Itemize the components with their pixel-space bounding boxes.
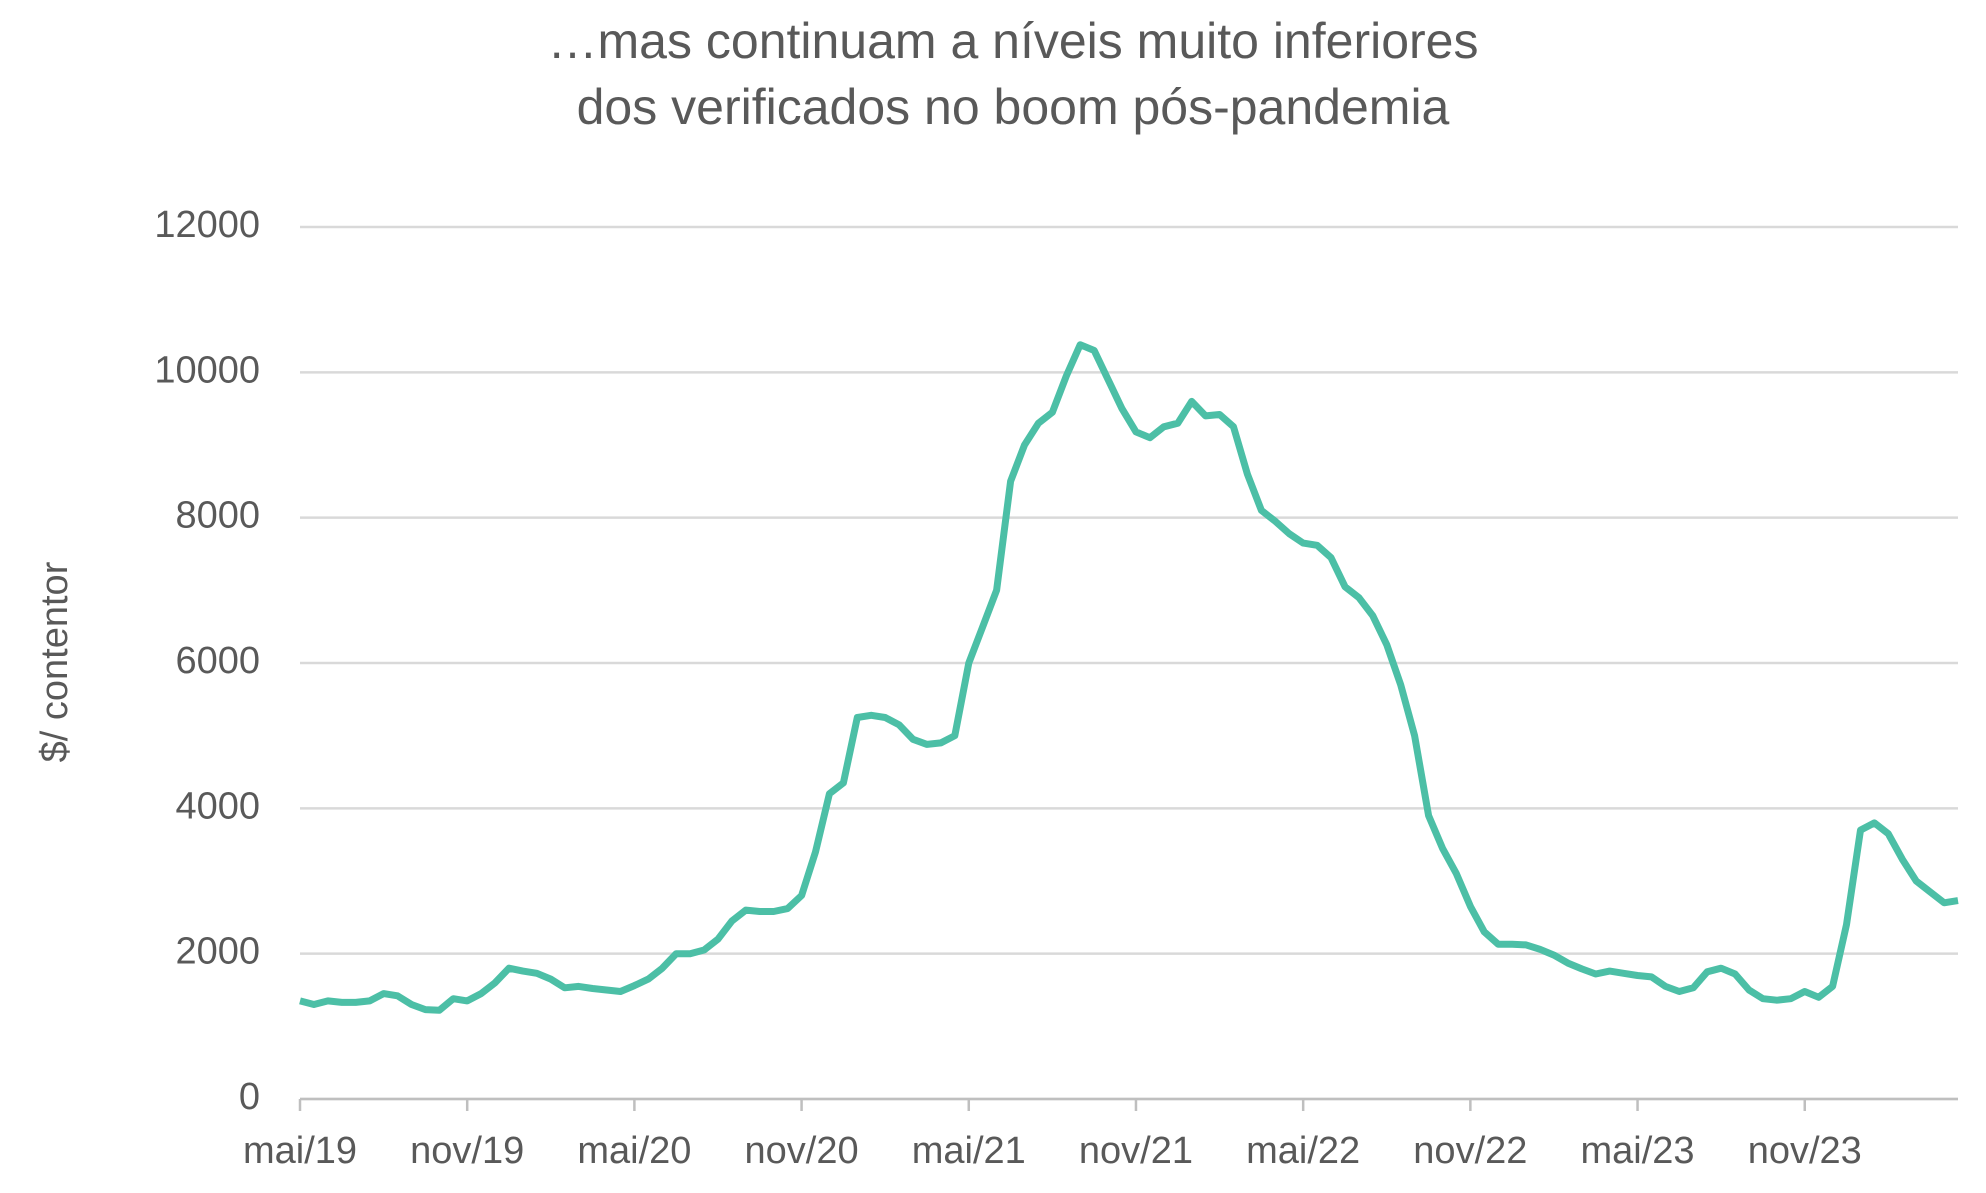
x-tick-label: nov/20 xyxy=(745,1130,859,1172)
x-tick-label: mai/19 xyxy=(243,1130,357,1172)
chart-title: …mas continuam a níveis muito inferiores xyxy=(548,13,1479,69)
y-tick-label: 0 xyxy=(239,1076,260,1118)
chart-title: dos verificados no boom pós-pandemia xyxy=(577,79,1450,135)
x-tick-label: nov/19 xyxy=(410,1130,524,1172)
y-tick-label: 8000 xyxy=(175,495,260,537)
x-tick-label: mai/23 xyxy=(1581,1130,1695,1172)
y-tick-label: 4000 xyxy=(175,785,260,827)
y-tick-label: 2000 xyxy=(175,931,260,973)
y-tick-label: 10000 xyxy=(154,349,260,391)
y-axis-label: $/ contentor xyxy=(34,561,76,762)
y-tick-label: 6000 xyxy=(175,640,260,682)
x-tick-label: nov/22 xyxy=(1413,1130,1527,1172)
y-tick-label: 12000 xyxy=(154,204,260,246)
x-tick-label: nov/23 xyxy=(1748,1130,1862,1172)
x-tick-label: mai/20 xyxy=(577,1130,691,1172)
x-tick-label: mai/21 xyxy=(912,1130,1026,1172)
x-tick-label: nov/21 xyxy=(1079,1130,1193,1172)
data-line xyxy=(299,341,1959,1014)
x-tick-label: mai/22 xyxy=(1246,1130,1360,1172)
